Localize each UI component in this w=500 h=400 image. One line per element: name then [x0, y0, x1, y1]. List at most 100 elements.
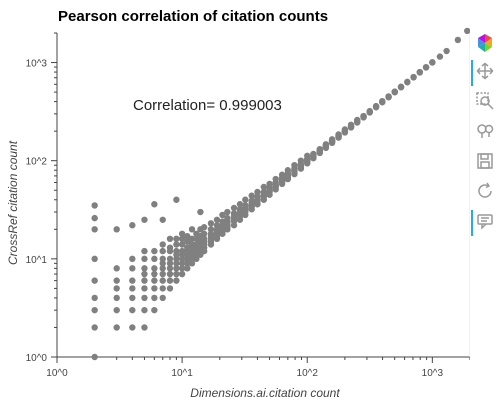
data-point [347, 121, 355, 129]
data-point [141, 270, 148, 278]
data-point [207, 230, 215, 237]
data-point [173, 277, 180, 284]
data-point [159, 270, 166, 278]
data-point [178, 260, 186, 267]
data-point [178, 241, 186, 248]
x-tick-label: 10^0 [46, 368, 68, 379]
data-point [113, 294, 120, 302]
y-axis-label: CrossRef citation count [6, 140, 20, 265]
data-point [184, 244, 191, 251]
data-point [207, 226, 215, 233]
data-point [200, 224, 208, 231]
correlation-annotation: Correlation= 0.999003 [133, 97, 282, 114]
data-point [151, 294, 158, 302]
save-icon[interactable] [472, 148, 498, 174]
data-point [129, 255, 136, 263]
data-point [224, 214, 231, 222]
data-point [166, 235, 174, 243]
y-tick-label: 10^1 [26, 255, 48, 266]
data-point [159, 285, 166, 292]
data-point [184, 260, 191, 267]
data-point [91, 306, 98, 314]
data-point [166, 244, 174, 251]
data-point [129, 285, 136, 292]
data-point [91, 202, 98, 209]
data-point [291, 161, 298, 169]
data-point [141, 265, 148, 272]
reset-icon[interactable] [472, 178, 498, 204]
data-point [266, 180, 273, 188]
data-point [200, 235, 208, 243]
data-point [166, 277, 174, 284]
box-zoom-icon[interactable] [472, 88, 498, 114]
data-point [159, 277, 166, 284]
data-point [113, 306, 120, 314]
data-point [141, 247, 148, 255]
data-point [151, 201, 158, 208]
data-point [159, 260, 166, 267]
data-point [236, 206, 244, 213]
tick-labels: 10^0 10^1 10^2 10^3 10^0 10^1 10^2 10^3 [26, 59, 444, 379]
data-point [310, 150, 317, 158]
data-point [272, 175, 279, 183]
data-point [173, 235, 180, 243]
data-point [159, 294, 166, 302]
data-point [254, 188, 261, 196]
data-point [230, 204, 238, 212]
data-point [322, 141, 330, 148]
data-point [151, 270, 158, 278]
data-point [91, 324, 98, 331]
data-point [219, 218, 226, 225]
data-points [91, 27, 470, 361]
data-point [379, 97, 386, 105]
bokeh-logo-icon[interactable] [472, 30, 498, 56]
data-point [366, 107, 373, 115]
data-point [129, 277, 136, 284]
data-point [242, 202, 249, 209]
data-point [213, 222, 221, 229]
data-point [113, 265, 120, 272]
x-tick-label: 10^1 [171, 368, 193, 379]
data-point [91, 294, 98, 302]
scatter-plot[interactable]: 10^0 10^1 10^2 10^3 10^0 10^1 10^2 10^3 Correla… [0, 0, 470, 400]
data-point [166, 270, 174, 278]
data-point [391, 88, 398, 95]
data-point [173, 247, 180, 255]
data-point [242, 196, 249, 203]
data-point [404, 78, 411, 86]
data-point [429, 59, 436, 66]
data-point [141, 285, 148, 292]
data-point [248, 192, 255, 199]
data-point [151, 285, 158, 292]
data-point [129, 306, 136, 314]
data-point [151, 247, 158, 255]
chart-title: Pearson correlation of citation counts [58, 8, 329, 25]
data-point [173, 270, 180, 278]
data-point [184, 238, 191, 245]
data-point [436, 53, 444, 60]
data-point [178, 270, 186, 278]
y-tick-label: 10^3 [26, 59, 48, 70]
plot-toolbar [470, 30, 500, 360]
x-axis-label: Dimensions.ai.citation count [190, 386, 340, 400]
data-point [91, 226, 98, 233]
hover-icon[interactable] [471, 208, 498, 236]
data-point [454, 36, 462, 44]
data-point [113, 226, 120, 233]
data-point [316, 145, 323, 153]
data-point [297, 157, 305, 164]
data-point [141, 306, 148, 314]
data-point [173, 196, 180, 203]
data-point [159, 265, 166, 272]
data-point [113, 324, 120, 331]
data-point [159, 241, 166, 248]
data-point [184, 265, 191, 272]
data-point [129, 265, 136, 272]
data-point [207, 220, 215, 227]
data-point [178, 265, 186, 272]
data-point [184, 233, 191, 240]
wheel-zoom-icon[interactable] [472, 118, 498, 144]
pan-icon[interactable] [471, 58, 498, 86]
data-point [141, 216, 148, 223]
data-point [129, 324, 136, 331]
